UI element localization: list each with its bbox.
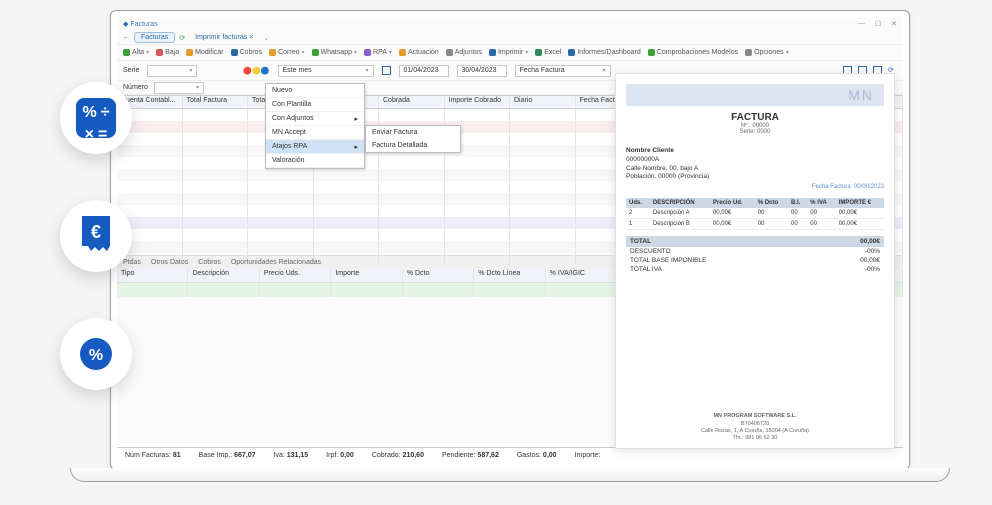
serie-label: Serie	[123, 67, 139, 74]
context-submenu: Enviar Factura Factura Detallada	[365, 125, 461, 153]
opciones-button[interactable]: Opciones▾	[745, 49, 789, 56]
submenu-item[interactable]: Enviar Factura	[366, 126, 460, 139]
preview-footer: MN PROGRAM SOFTWARE S.L. B70406720 Calle…	[616, 413, 894, 442]
badge-percent: %	[60, 318, 132, 390]
subcol-header: Importe	[331, 269, 402, 282]
whatsapp-button[interactable]: Whatsapp▾	[312, 49, 358, 56]
baja-button[interactable]: Baja	[156, 49, 179, 56]
laptop-base	[70, 468, 950, 482]
badge-euro: €	[60, 200, 132, 272]
tab-facturas[interactable]: Facturas	[134, 32, 175, 43]
calendar-icon[interactable]	[382, 66, 391, 75]
title-icon: ◆	[123, 20, 128, 28]
menu-item[interactable]: Nuevo	[266, 84, 364, 98]
subcol-header: % Dcto Línea	[474, 269, 545, 282]
col-header[interactable]: Cobrada	[379, 96, 445, 108]
serie-select[interactable]: ▾	[147, 65, 197, 77]
subcol-header: % IVA/IGIC	[546, 269, 617, 282]
subcol-header: Tipo	[117, 269, 188, 282]
menu-item[interactable]: Valoración	[266, 154, 364, 168]
date-from-input[interactable]: 01/04/2023	[399, 65, 449, 77]
comprob-button[interactable]: Comprobaciones Modelos	[648, 49, 738, 56]
euro-icon: €	[76, 216, 116, 256]
menu-item[interactable]: Con Plantilla	[266, 98, 364, 112]
col-header[interactable]: Importe Cobrado	[445, 96, 511, 108]
numero-label: Número	[123, 84, 148, 91]
tab-imprimir[interactable]: Imprimir facturas ×	[189, 33, 259, 42]
client-block: Nombre Cliente 00000000A Calle Nombre, 0…	[626, 147, 884, 182]
btab-cobros[interactable]: Cobros	[198, 259, 221, 266]
col-header[interactable]: Diario	[510, 96, 576, 108]
context-menu: NuevoCon PlantillaCon Adjuntos ▸MN Accep…	[265, 83, 365, 169]
submenu-item[interactable]: Factura Detallada	[366, 139, 460, 152]
lines-table: Uds.DESCRIPCIÓNPrecio Ud.% DctoB.I.% IVA…	[626, 198, 884, 230]
btab-otros[interactable]: Otros Datos	[151, 259, 188, 266]
menu-item[interactable]: Atajos RPA ▸	[266, 140, 364, 154]
menu-item[interactable]: MN Accept	[266, 126, 364, 140]
btab-ptdas[interactable]: Ptdas	[123, 259, 141, 266]
traffic-icon[interactable]: 🔴🟡🔵	[243, 67, 269, 75]
window-title: Facturas	[130, 21, 157, 28]
brand-bar: MN	[626, 84, 884, 106]
modificar-button[interactable]: Modificar	[186, 49, 223, 56]
rpa-button[interactable]: RPA▾	[364, 49, 392, 56]
correo-button[interactable]: Correo▾	[269, 49, 304, 56]
btab-oport[interactable]: Oportunidades Relacionadas	[231, 259, 321, 266]
close-icon[interactable]: ✕	[891, 20, 897, 28]
svg-text:€: €	[91, 222, 101, 242]
invoice-preview: MN FACTURA Nº.: 00000 Serie: 0000 Nombre…	[615, 73, 895, 449]
excel-button[interactable]: Excel	[535, 49, 561, 56]
tab-refresh-icon[interactable]: ⟳	[179, 34, 185, 42]
subcol-header: Precio Uds.	[260, 269, 331, 282]
date-to-input[interactable]: 30/04/2023	[457, 65, 507, 77]
actuacion-button[interactable]: Actuación	[399, 49, 439, 56]
calculator-icon: %÷ ×=	[76, 98, 116, 138]
tab-close-icon[interactable]: ×	[249, 34, 253, 41]
window-titlebar: ◆ Facturas — ☐ ✕	[117, 17, 903, 31]
invoice-meta: Nº.: 00000 Serie: 0000	[626, 123, 884, 135]
tab-add-icon[interactable]: ⌄	[263, 34, 269, 42]
col-header[interactable]: Total Factura	[183, 96, 249, 108]
adjuntos-button[interactable]: Adjuntos	[446, 49, 482, 56]
date-field-select[interactable]: Fecha Factura▾	[515, 65, 611, 77]
period-select[interactable]: Este mes▾	[278, 65, 374, 77]
percent-icon: %	[76, 334, 116, 374]
cobros-button[interactable]: Cobros	[231, 49, 263, 56]
maximize-icon[interactable]: ☐	[875, 20, 881, 28]
informes-button[interactable]: Informes/Dashboard	[568, 49, 640, 56]
alta-button[interactable]: Alta▾	[123, 49, 149, 56]
totals-block: TOTAL00,00€ DESCUENTO-00% TOTAL BASE IMP…	[626, 236, 884, 274]
summary-bar: Núm Facturas: 81 Base Imp.: 667,07 Iva: …	[117, 447, 903, 463]
subcol-header: Descripción	[188, 269, 259, 282]
badge-calculator: %÷ ×=	[60, 82, 132, 154]
app-screen: ◆ Facturas — ☐ ✕ ← Facturas ⟳ Imprimir f…	[117, 17, 903, 463]
subcol-header: % Dcto	[403, 269, 474, 282]
tab-back-icon[interactable]: ←	[123, 34, 130, 41]
document-tabs: ← Facturas ⟳ Imprimir facturas × ⌄	[117, 31, 903, 45]
numero-select[interactable]: ▾	[154, 82, 204, 94]
invoice-title: FACTURA	[626, 112, 884, 123]
svg-text:%: %	[89, 347, 103, 364]
imprimir-button[interactable]: Imprimir▾	[489, 49, 528, 56]
minimize-icon[interactable]: —	[858, 20, 865, 28]
main-toolbar: Alta▾ Baja Modificar Cobros Correo▾ What…	[117, 45, 903, 61]
menu-item[interactable]: Con Adjuntos ▸	[266, 112, 364, 126]
